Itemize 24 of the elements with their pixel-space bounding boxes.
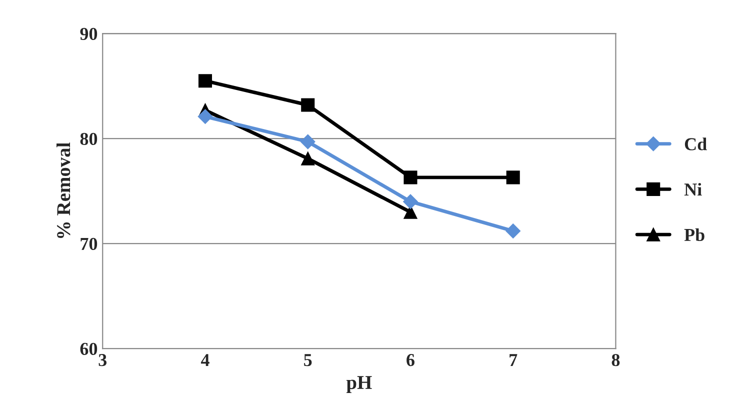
y-tick-label: 90 [80, 28, 98, 40]
point [301, 98, 315, 112]
point [404, 170, 418, 184]
legend-label: Pb [684, 228, 704, 242]
x-tick-label: 4 [200, 354, 210, 366]
point [198, 109, 213, 124]
x-tick-label: 6 [406, 354, 414, 366]
point [506, 170, 520, 184]
point [301, 152, 315, 166]
point [506, 224, 520, 238]
y-tick-label: 80 [80, 132, 98, 146]
x-tick-label: 5 [304, 354, 312, 366]
point [300, 134, 316, 150]
x-tick-label: 7 [510, 354, 518, 366]
point [403, 194, 418, 209]
legend-label: Cd [684, 138, 707, 150]
y-axis-title: % Removal [56, 142, 70, 238]
legend-label: Ni [684, 182, 702, 196]
point [198, 74, 212, 88]
x-tick-label: 3 [98, 354, 107, 366]
x-axis-title: pH [346, 376, 372, 394]
y-tick-label: 60 [80, 342, 98, 356]
x-tick-label: 8 [612, 354, 620, 366]
y-tick-label: 70 [80, 238, 98, 250]
